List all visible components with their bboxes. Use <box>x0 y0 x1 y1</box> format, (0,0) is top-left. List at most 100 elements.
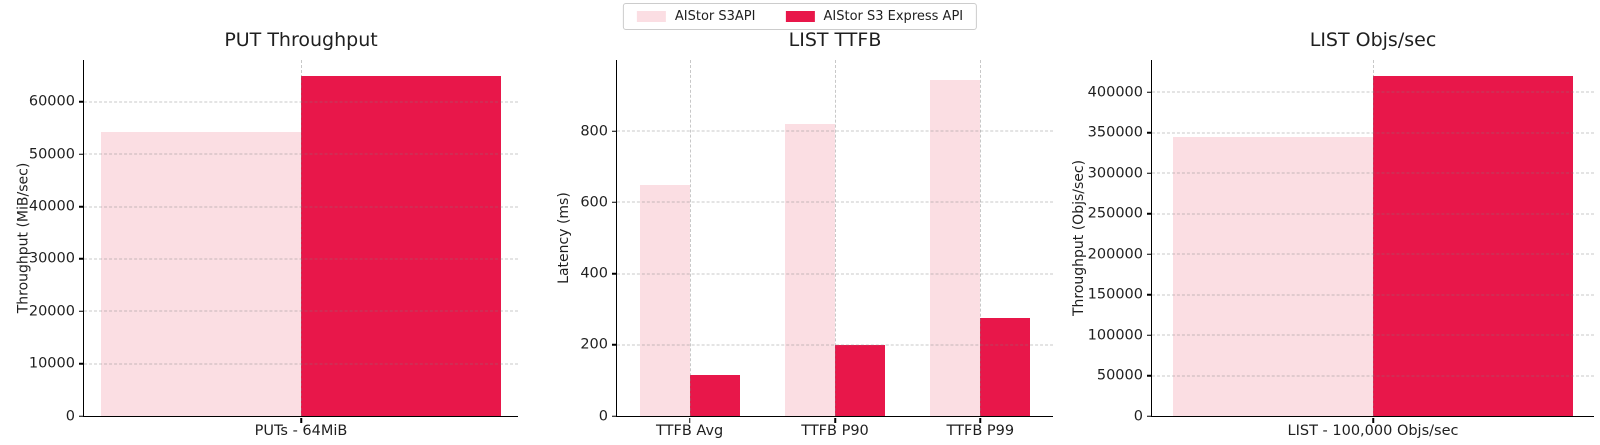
x-tick-label: TTFB P90 <box>801 423 869 439</box>
y-tick-label: 100000 <box>1087 326 1143 343</box>
horizontal-gridline <box>617 273 1053 275</box>
bar-s3api <box>784 124 835 416</box>
x-tick-mark <box>834 417 836 423</box>
bar-s3api <box>930 79 981 416</box>
y-tick-label: 60000 <box>28 93 75 110</box>
bar-s3express <box>301 75 502 416</box>
bar-s3express <box>835 344 885 416</box>
y-tick-mark <box>1147 212 1152 215</box>
chart-put-throughput: PUT Throughput Throughput (MiB/sec) PUTs… <box>15 29 518 439</box>
legend-swatch-s3express <box>785 11 815 22</box>
chart-title: LIST Objs/sec <box>1309 29 1437 51</box>
horizontal-gridline <box>84 258 518 260</box>
bar-s3api <box>100 131 301 416</box>
chart-title: PUT Throughput <box>224 29 378 51</box>
horizontal-gridline <box>1152 375 1594 377</box>
y-tick-mark <box>79 310 84 313</box>
chart-title: LIST TTFB <box>788 29 882 51</box>
y-tick-label: 40000 <box>28 198 75 215</box>
bar-s3api <box>1172 136 1373 416</box>
horizontal-gridline <box>84 153 518 155</box>
horizontal-gridline <box>617 130 1053 132</box>
horizontal-gridline <box>84 310 518 312</box>
legend-item-s3api: AIStor S3API <box>636 9 756 24</box>
y-tick-label: 50000 <box>1096 367 1143 384</box>
y-tick-mark <box>612 344 617 346</box>
y-tick-label: 200 <box>580 336 608 353</box>
x-tick-label: TTFB P99 <box>946 423 1015 439</box>
horizontal-gridline <box>1152 253 1594 255</box>
horizontal-gridline <box>1152 294 1594 296</box>
y-tick-label: 600 <box>580 194 608 211</box>
bar-s3express <box>689 375 740 416</box>
vertical-gridline <box>689 60 691 416</box>
y-tick-label: 30000 <box>28 250 75 267</box>
horizontal-gridline <box>617 201 1053 203</box>
y-tick-mark <box>612 415 617 417</box>
horizontal-gridline <box>84 363 518 365</box>
y-tick-mark <box>1147 253 1152 255</box>
y-tick-mark <box>1147 132 1152 134</box>
y-axis-label: Latency (ms) <box>556 192 572 284</box>
horizontal-gridline <box>1152 91 1594 93</box>
bar-s3express <box>980 318 1031 416</box>
y-tick-mark <box>79 415 84 417</box>
vertical-gridline <box>835 60 836 416</box>
y-tick-mark <box>1147 374 1152 377</box>
y-tick-mark <box>79 362 84 365</box>
vertical-gridline <box>1373 60 1374 416</box>
y-tick-label: 10000 <box>28 355 75 372</box>
y-tick-mark <box>79 258 84 260</box>
y-tick-label: 350000 <box>1087 124 1143 141</box>
x-tick-label: TTFB Avg <box>656 423 724 439</box>
horizontal-gridline <box>1152 172 1594 174</box>
x-tick-label: PUTs - 64MiB <box>254 423 348 439</box>
vertical-gridline <box>301 60 302 416</box>
y-tick-label: 50000 <box>28 146 75 162</box>
y-tick-label: 300000 <box>1087 165 1143 182</box>
horizontal-gridline <box>1152 334 1594 336</box>
x-tick-mark <box>300 417 302 423</box>
legend-label-s3api: AIStor S3API <box>674 9 756 24</box>
legend-label-s3express: AIStor S3 Express API <box>823 9 964 24</box>
y-tick-label: 400 <box>580 265 608 282</box>
y-tick-label: 150000 <box>1087 286 1143 303</box>
y-tick-mark <box>612 272 617 275</box>
y-tick-mark <box>612 201 617 204</box>
y-tick-mark <box>79 101 84 103</box>
y-tick-label: 250000 <box>1087 205 1143 222</box>
chart-list-ttfb: LIST TTFB Latency (ms) TTFB Avg TTFB P90 T… <box>556 29 1053 439</box>
vertical-gridline <box>980 60 982 416</box>
y-tick-label: 0 <box>1133 407 1143 424</box>
legend-swatch-s3api <box>636 11 666 22</box>
y-tick-mark <box>1147 334 1152 336</box>
legend: AIStor S3API AIStor S3 Express API <box>622 3 978 30</box>
y-tick-label: 800 <box>580 122 608 139</box>
horizontal-gridline <box>1152 132 1594 134</box>
y-tick-label: 400000 <box>1087 84 1143 101</box>
chart-list-objs-sec: LIST Objs/sec Throughput (Objs/sec) LIST… <box>1071 29 1594 439</box>
bar-s3api <box>639 184 690 416</box>
horizontal-gridline <box>617 344 1053 346</box>
y-tick-mark <box>1147 172 1152 175</box>
x-tick-mark <box>688 417 691 423</box>
x-tick-mark <box>1372 417 1374 423</box>
x-tick-label: LIST - 100,000 Objs/sec <box>1287 423 1459 439</box>
y-tick-label: 0 <box>65 407 75 424</box>
y-tick-mark <box>612 130 617 132</box>
y-tick-mark <box>79 153 84 155</box>
y-tick-label: 200000 <box>1087 245 1143 262</box>
bar-s3express <box>1373 76 1573 416</box>
horizontal-gridline <box>84 206 518 208</box>
horizontal-gridline <box>84 101 518 103</box>
y-tick-label: 0 <box>598 407 608 424</box>
y-tick-mark <box>1147 293 1152 296</box>
legend-item-s3express: AIStor S3 Express API <box>785 9 963 24</box>
y-tick-mark <box>79 205 84 208</box>
y-axis-label: Throughput (Objs/sec) <box>1071 159 1088 317</box>
y-tick-mark <box>1147 415 1152 417</box>
x-tick-mark <box>979 417 982 423</box>
horizontal-gridline <box>1152 213 1594 215</box>
y-tick-label: 20000 <box>28 303 75 320</box>
